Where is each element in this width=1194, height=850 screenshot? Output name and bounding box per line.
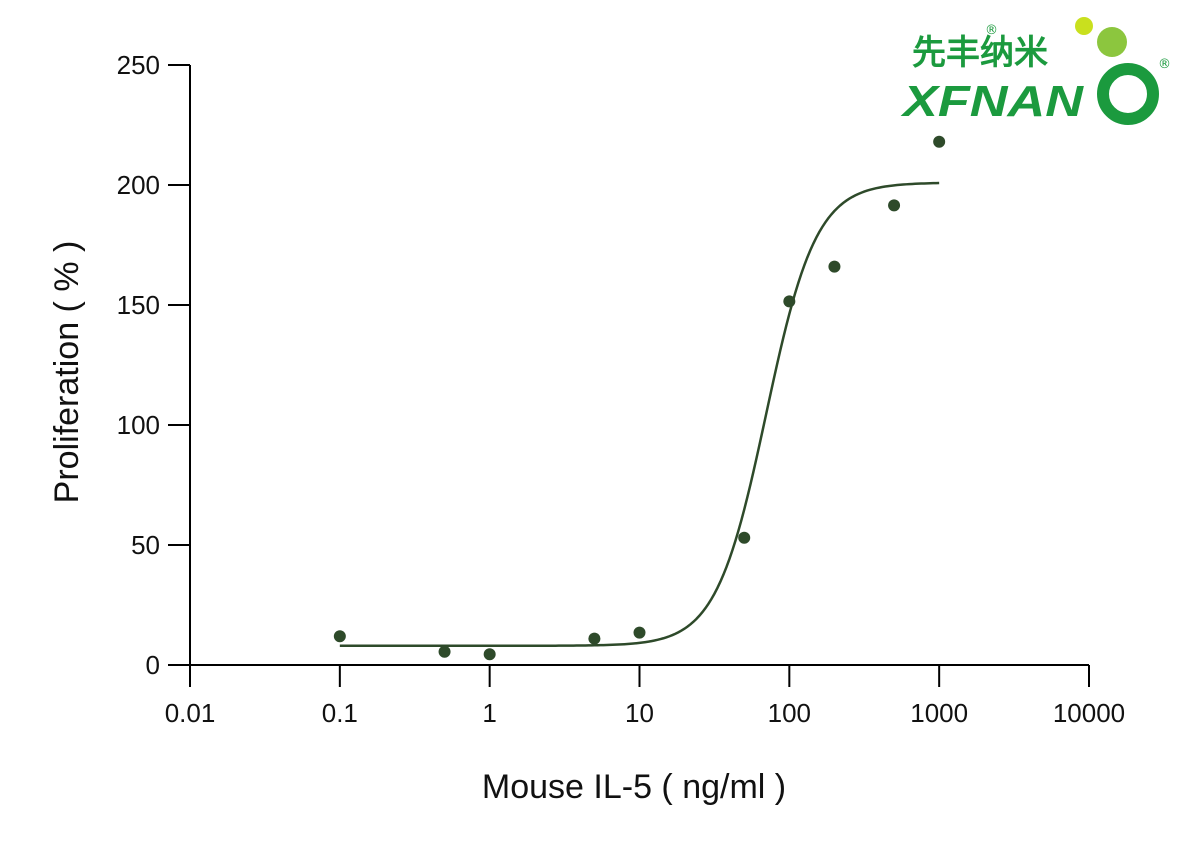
axes: 0.01 0.1 1 10 100 1000 10000 0 50 100 150 200 250 xyxy=(117,50,1126,728)
x-tick-label: 0.01 xyxy=(165,698,216,728)
x-tick-label: 100 xyxy=(768,698,811,728)
y-tick-label: 100 xyxy=(117,410,160,440)
fit-curve xyxy=(339,181,940,648)
data-point xyxy=(888,199,901,212)
data-point xyxy=(633,626,646,639)
x-tick-label: 0.1 xyxy=(322,698,358,728)
y-tick-label: 200 xyxy=(117,170,160,200)
data-point xyxy=(783,295,796,308)
data-point xyxy=(588,632,601,645)
data-point xyxy=(933,135,946,148)
data-point xyxy=(738,531,751,544)
fit-curve-layer xyxy=(339,181,940,648)
logo-ring-icon xyxy=(1097,63,1159,125)
x-tick-label: 1 xyxy=(482,698,496,728)
data-points-layer xyxy=(333,135,946,661)
x-tick-label: 10000 xyxy=(1053,698,1125,728)
logo-chinese-text: 先丰纳米 xyxy=(912,33,1048,73)
x-axis-title: Mouse IL-5 ( ng/ml ) xyxy=(482,768,786,806)
x-tick-label: 10 xyxy=(625,698,654,728)
logo-registered-mark: ® xyxy=(985,23,998,38)
logo-bubble-large-icon xyxy=(1097,27,1127,57)
y-tick-label: 250 xyxy=(117,50,160,80)
logo-english-text: XFNAN xyxy=(899,77,1084,126)
data-point xyxy=(483,648,496,661)
y-tick-label: 50 xyxy=(131,530,160,560)
y-tick-label: 150 xyxy=(117,290,160,320)
y-axis-title: Proliferation ( % ) xyxy=(48,241,86,504)
brand-logo: 先丰纳米 ® XFNAN ® xyxy=(899,17,1171,126)
y-tick-label: 0 xyxy=(146,650,160,680)
data-point xyxy=(333,630,346,643)
x-tick-label: 1000 xyxy=(910,698,968,728)
data-point xyxy=(828,260,841,273)
data-point xyxy=(438,645,451,658)
logo-registered-mark-2: ® xyxy=(1158,57,1171,72)
logo-bubble-small-icon xyxy=(1075,17,1093,35)
